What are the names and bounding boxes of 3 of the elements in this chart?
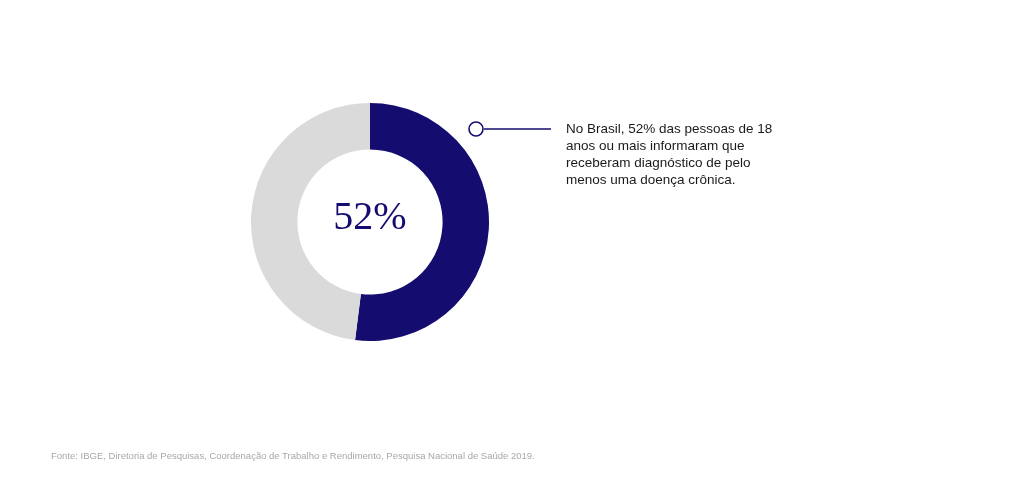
- text: No Brasil, 52% das pessoas de 18 anos ou mais informaram que receberam diagnóstico de pelo menos uma doença crônica.: [566, 120, 773, 187]
- source-note: Fonte: IBGE, Diretoria de Pesquisas, Coordenação de Trabalho e Rendimento, Pesquisa Nacional de Saúde 2019.: [51, 449, 535, 461]
- data-label: 52%: [333, 192, 407, 238]
